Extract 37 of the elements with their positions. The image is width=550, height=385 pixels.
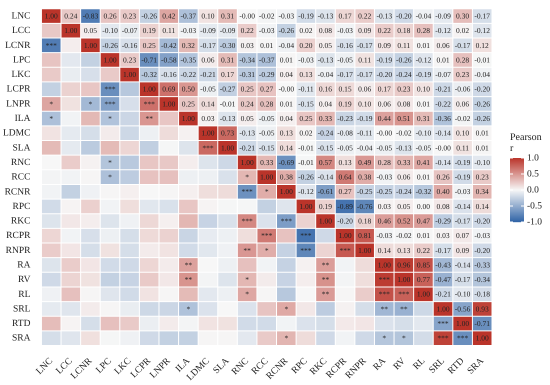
y-tick-label: RL — [18, 290, 31, 300]
x-tick-label: LPC — [94, 356, 114, 376]
y-tick-label: RCC — [11, 172, 30, 183]
y-tick-label: LPC — [13, 55, 30, 66]
x-tick-label: RTD — [446, 356, 467, 376]
y-tick-label: RCPR — [6, 231, 32, 242]
x-tick-label: SRL — [428, 356, 448, 376]
y-tick-label: SRL — [13, 304, 31, 314]
x-tick-label: RV — [392, 356, 408, 372]
color-bar-title: Pearson r — [510, 132, 542, 154]
y-tick-label: LDMC — [2, 128, 30, 139]
y-tick-label: LCPR — [6, 84, 32, 95]
color-bar-label: 0.5 — [527, 170, 540, 180]
x-tick-label: RA — [372, 356, 388, 373]
y-tick-label: RKC — [10, 216, 30, 227]
y-tick-label: SLA — [12, 143, 31, 154]
color-bar-label: 0.0 — [527, 186, 540, 196]
color-bar-label: 1.0 — [527, 154, 540, 164]
y-tick-label: RCNR — [4, 187, 32, 198]
y-tick-label: RTD — [12, 319, 31, 330]
x-tick-label: SRA — [466, 356, 486, 377]
y-tick-label: SRA — [12, 334, 31, 344]
y-tick-label: RNPR — [6, 246, 32, 256]
y-tick-label: RNC — [10, 158, 30, 168]
y-tick-label: LCNR — [5, 40, 32, 51]
y-tick-label: LNPR — [6, 99, 32, 110]
y-tick-label: RV — [18, 275, 31, 286]
y-tick-label: LCC — [12, 26, 30, 36]
y-tick-label: RPC — [12, 202, 30, 212]
color-bar-label: -1.0 — [527, 218, 542, 228]
y-tick-label: RA — [17, 260, 31, 270]
x-tick-label: SLA — [212, 356, 232, 376]
x-tick-label: RL — [412, 356, 428, 372]
color-bar-label: -0.5 — [527, 202, 542, 212]
y-tick-label: LKC — [11, 70, 30, 80]
y-tick-label: ILA — [14, 114, 31, 124]
y-tick-label: LNC — [11, 12, 30, 22]
